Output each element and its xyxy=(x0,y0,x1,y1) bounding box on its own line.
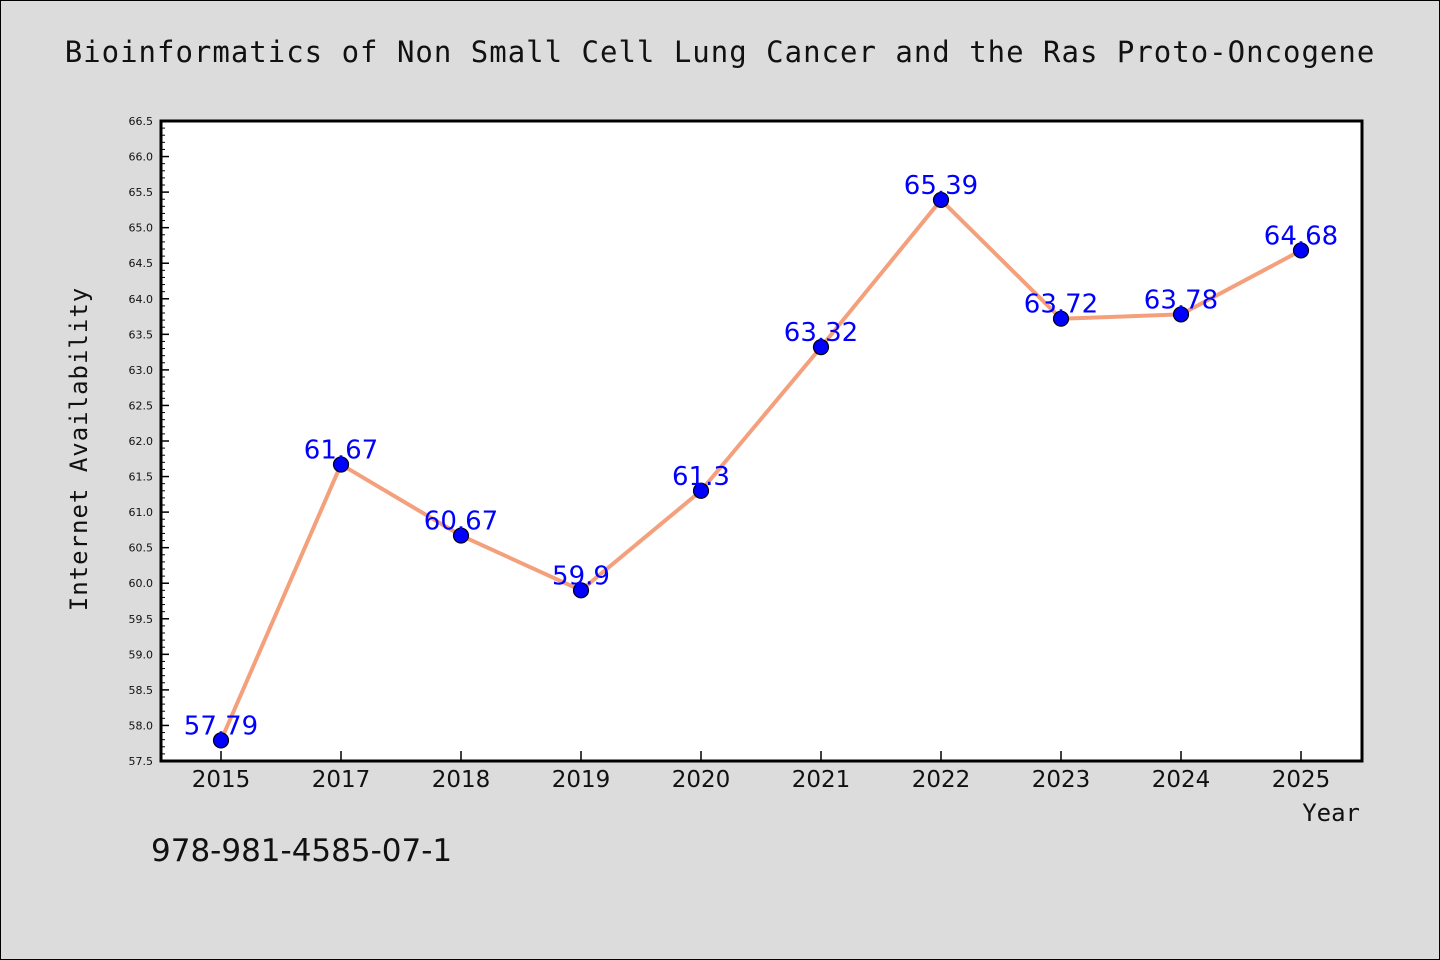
data-point xyxy=(692,482,710,499)
y-tick-label: 65.0 xyxy=(129,222,154,235)
x-axis-label: Year xyxy=(1302,799,1360,827)
y-tick-label: 63.5 xyxy=(129,328,154,341)
y-tick-label: 62.5 xyxy=(129,399,154,412)
data-label: 63.32 xyxy=(784,318,858,348)
data-label: 65.39 xyxy=(904,171,978,201)
data-point xyxy=(1052,310,1070,327)
x-tick-label: 2025 xyxy=(1272,767,1331,793)
data-label: 63.72 xyxy=(1024,290,1098,320)
data-label: 63.78 xyxy=(1144,285,1218,315)
data-point xyxy=(572,582,590,599)
x-tick-label: 2022 xyxy=(912,767,971,793)
y-tick-label: 60.0 xyxy=(129,577,154,590)
x-tick-label: 2019 xyxy=(552,767,611,793)
data-label: 60.67 xyxy=(424,507,498,537)
data-point xyxy=(1172,306,1190,323)
data-label: 64.68 xyxy=(1264,221,1338,251)
data-point xyxy=(212,732,230,749)
y-tick-label: 66.0 xyxy=(129,151,154,164)
x-tick-label: 2024 xyxy=(1152,767,1211,793)
series-line xyxy=(219,197,1302,742)
x-tick-label: 2017 xyxy=(312,767,371,793)
y-axis-label: Internet Availability xyxy=(65,287,93,611)
y-tick-label: 64.5 xyxy=(129,257,154,270)
y-axis: 57.5 58.0 58.5 59.0 59.5 60.0 60.5 61.0 61.5 62.0… xyxy=(129,115,169,768)
data-label: 61.67 xyxy=(304,435,378,465)
y-tick-label: 57.5 xyxy=(129,755,154,768)
y-tick-label: 65.5 xyxy=(129,186,154,199)
data-point xyxy=(932,191,950,209)
chart-title: Bioinformatics of Non Small Cell Lung Ca… xyxy=(64,35,1376,69)
y-tick-label: 64.0 xyxy=(129,293,154,306)
y-tick-label: 58.0 xyxy=(129,719,154,732)
x-tick-label: 2021 xyxy=(792,767,851,793)
data-labels: 57.79 61.67 60.67 59.9 61.3 63.32 65.39 63.72 63… xyxy=(184,171,1338,741)
x-tick-label: 2015 xyxy=(192,767,251,793)
y-tick-label: 58.5 xyxy=(129,684,154,697)
y-tick-label: 63.0 xyxy=(129,364,154,377)
plot-area xyxy=(159,119,1364,763)
data-label: 57.79 xyxy=(184,711,258,741)
x-tick-label: 2023 xyxy=(1032,767,1091,793)
x-axis: 2015 2017 2018 2019 2020 2021 2022 2023 2024 2025 xyxy=(192,751,1331,793)
x-tick-label: 2018 xyxy=(432,767,491,793)
y-tick-label: 62.0 xyxy=(129,435,154,448)
data-point xyxy=(1292,242,1310,259)
data-point xyxy=(812,339,830,356)
data-label: 59.9 xyxy=(552,561,610,591)
footer-code: 978-981-4585-07-1 xyxy=(151,833,453,869)
data-point xyxy=(452,527,470,544)
y-tick-label: 61.5 xyxy=(129,471,154,484)
x-tick-label: 2020 xyxy=(672,767,731,793)
y-tick-label: 59.5 xyxy=(129,613,154,626)
y-tick-label: 61.0 xyxy=(129,506,154,519)
markers xyxy=(212,191,1310,749)
y-tick-label: 59.0 xyxy=(129,648,154,661)
y-tick-label: 66.5 xyxy=(129,115,154,128)
y-tick-label: 60.5 xyxy=(129,542,154,555)
data-label: 61.3 xyxy=(672,462,730,492)
data-point xyxy=(332,456,350,473)
